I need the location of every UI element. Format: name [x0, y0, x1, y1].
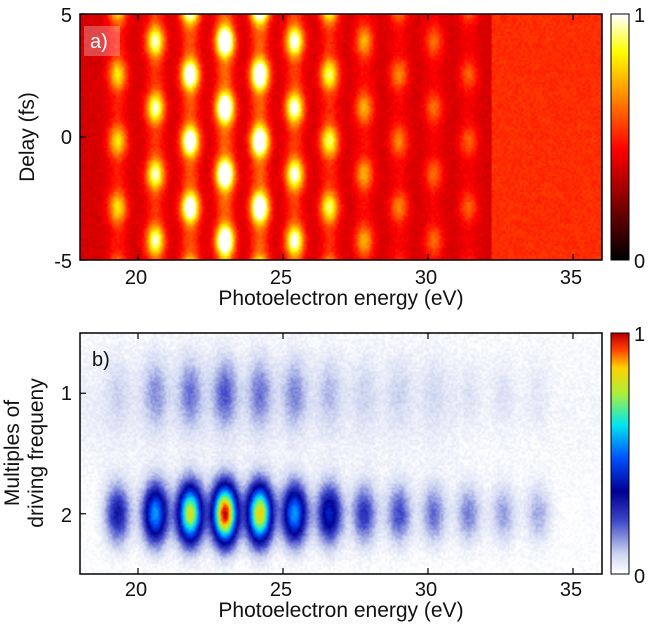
x-tick-label-b-20: 20 — [125, 579, 147, 601]
x-tick-label-a-20: 20 — [125, 267, 147, 289]
y-tick-label-a-0: 0 — [61, 127, 72, 149]
x-tick-label-b-25: 25 — [270, 579, 292, 601]
x-tick-label-a-35: 35 — [560, 267, 582, 289]
y-tick-label-a-5: 5 — [61, 5, 72, 27]
heatmap-a-image — [80, 14, 602, 260]
colorbar-a — [611, 14, 629, 260]
x-tick-labels-a: 20 25 30 35 — [125, 267, 582, 289]
ticks-a — [80, 13, 574, 261]
colorbar-a-min-label: 0 — [634, 251, 645, 273]
ticks-b — [80, 333, 574, 574]
colorbar-a-frame — [610, 13, 630, 261]
y-tick-labels-a: -5 0 5 — [54, 5, 72, 273]
x-axis-label-a: Photoelectron energy (eV) — [218, 287, 463, 310]
y-tick-label-b-1: 1 — [61, 383, 72, 405]
y-tick-label-a-minus5: -5 — [54, 251, 72, 273]
x-tick-label-a-25: 25 — [270, 267, 292, 289]
x-tick-label-b-35: 35 — [560, 579, 582, 601]
x-axis-label-b: Photoelectron energy (eV) — [218, 599, 463, 622]
x-tick-label-a-30: 30 — [415, 267, 437, 289]
y-axis-label-b-line1: Multiples of — [1, 400, 24, 506]
panel-b-tag: b) — [92, 349, 110, 371]
colorbar-b-frame — [610, 332, 630, 575]
colorbar-b-max-label: 1 — [634, 324, 645, 346]
y-axis-label-a: Delay (fs) — [16, 92, 39, 182]
colorbar-b-min-label: 0 — [634, 566, 645, 588]
panel-a-tag: a) — [90, 31, 108, 53]
y-tick-labels-b: 1 2 — [61, 383, 72, 527]
colorbar-b — [611, 333, 629, 574]
panel-a-tag-box — [84, 26, 120, 56]
panel-b: b) 20 25 30 35 1 2 Photoelectron energy … — [1, 324, 645, 622]
heatmap-b-image — [80, 333, 602, 574]
x-tick-labels-b: 20 25 30 35 — [125, 579, 582, 601]
panel-a: a) 20 25 30 35 -5 0 5 Photoelectron ener… — [16, 5, 645, 310]
colorbar-a-max-label: 1 — [634, 5, 645, 27]
heatmap-b-frame — [79, 332, 603, 575]
y-tick-label-b-2: 2 — [61, 505, 72, 527]
x-tick-label-b-30: 30 — [415, 579, 437, 601]
y-axis-label-b-line2: driving frequeny — [25, 378, 48, 528]
